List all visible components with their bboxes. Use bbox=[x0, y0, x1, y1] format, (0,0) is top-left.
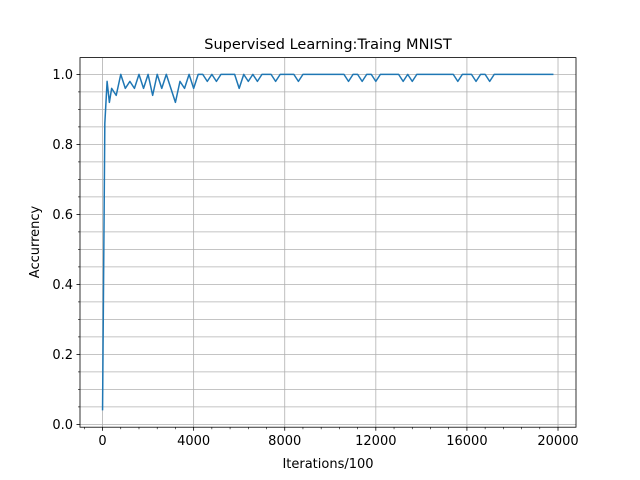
y-axis-label: Accurrency bbox=[28, 205, 43, 278]
y-tick-label: 1.0 bbox=[52, 68, 73, 83]
y-tick-label: 0.2 bbox=[52, 348, 73, 363]
y-tick-label: 0.0 bbox=[52, 418, 73, 433]
x-tick-label: 16000 bbox=[446, 434, 487, 449]
line-series bbox=[101, 73, 554, 411]
x-tick-label: 4000 bbox=[177, 434, 210, 449]
chart-title: Supervised Learning:Traing MNIST bbox=[204, 37, 452, 53]
x-tick-label: 8000 bbox=[268, 434, 301, 449]
y-tick-label: 0.6 bbox=[52, 208, 73, 223]
y-tick-label: 0.8 bbox=[52, 138, 73, 153]
x-tick-label: 0 bbox=[98, 434, 106, 449]
y-tick-label: 0.4 bbox=[52, 278, 73, 293]
x-tick-label: 20000 bbox=[537, 434, 578, 449]
plot-frame bbox=[79, 57, 577, 428]
x-axis-label: Iterations/100 bbox=[282, 457, 373, 472]
x-tick-label: 12000 bbox=[355, 434, 396, 449]
